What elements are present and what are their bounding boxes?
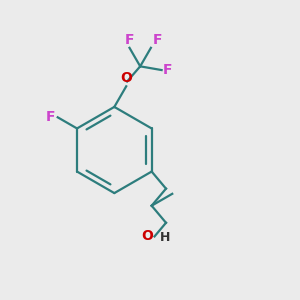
- Text: O: O: [141, 230, 153, 243]
- Text: H: H: [160, 231, 170, 244]
- Text: F: F: [163, 63, 172, 77]
- Text: F: F: [46, 110, 55, 124]
- Text: F: F: [152, 33, 162, 47]
- Text: O: O: [120, 71, 132, 85]
- Text: F: F: [125, 33, 134, 47]
